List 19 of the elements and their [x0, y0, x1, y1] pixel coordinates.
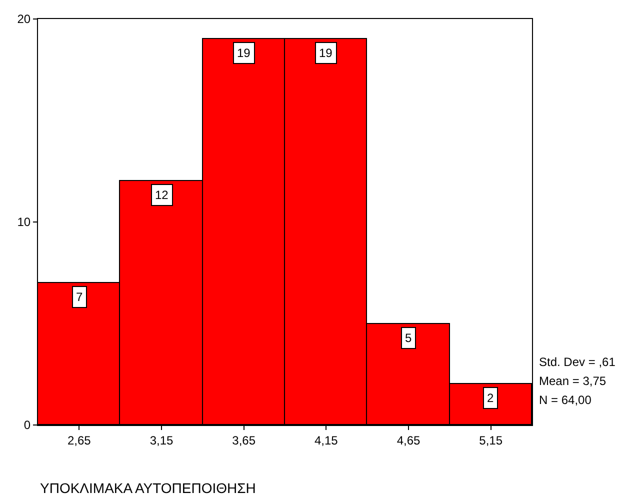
x-tick-label: 3,65: [232, 433, 256, 448]
x-tick-label: 4,65: [396, 433, 420, 448]
y-tick-label: 20: [17, 12, 31, 26]
x-tick-label: 4,15: [314, 433, 338, 448]
data-label: 19: [319, 46, 333, 60]
x-tick-label: 2,65: [67, 433, 92, 448]
data-label: 2: [487, 391, 494, 405]
data-label: 12: [155, 188, 169, 202]
data-label: 5: [405, 331, 412, 345]
data-label: 7: [76, 290, 83, 304]
x-tick-label: 3,15: [150, 433, 174, 448]
x-axis-title: ΥΠΟΚΛΙΜΑΚΑ ΑΥΤΟΠΕΠΟΙΘΗΣΗ: [40, 480, 256, 496]
text: Std. Dev = ,61: [539, 355, 616, 369]
text: N = 64,00: [539, 393, 592, 407]
y-tick-label: 0: [24, 418, 31, 432]
text: Mean = 3,75: [539, 374, 606, 388]
y-tick-label: 10: [17, 215, 31, 230]
data-label: 19: [237, 46, 251, 60]
x-tick-label: 5,15: [479, 433, 503, 448]
